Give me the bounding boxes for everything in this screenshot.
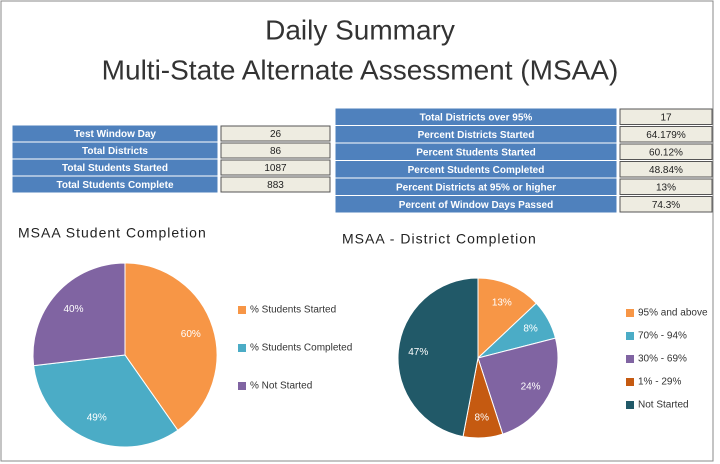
value-text: 1087 (264, 163, 287, 174)
pie-slice (477, 337, 559, 435)
subtitle: Multi-State Alternate Assessment (MSAA) (102, 54, 619, 85)
value-cell (220, 125, 331, 142)
label-text: Total Districts over 95% (420, 112, 533, 123)
legend-swatch (626, 309, 634, 317)
value-text: 13% (656, 182, 676, 193)
label-cell (11, 175, 219, 194)
slice-label: 49% (87, 413, 107, 424)
value-cell (619, 178, 713, 195)
legend-label: 30% - 69% (638, 354, 687, 365)
value-text: 17 (660, 112, 672, 123)
slice-label: 8% (523, 324, 538, 335)
pie-slice (33, 354, 179, 448)
value-text: 60.12% (649, 147, 683, 158)
slice-label: 13% (492, 298, 512, 309)
legend-swatch (626, 355, 634, 363)
value-text: 48.84% (649, 165, 683, 176)
label-text: Total Students Complete (56, 180, 173, 191)
value-cell (220, 159, 331, 176)
label-text: Percent Students Started (416, 147, 535, 158)
legend-label: % Not Started (250, 381, 312, 392)
slice-label: 40% (63, 304, 83, 315)
legend-swatch (626, 332, 634, 340)
label-text: Percent of Window Days Passed (399, 200, 553, 211)
value-cell (619, 161, 713, 178)
value-text: 26 (270, 129, 282, 140)
legend-swatch (238, 382, 246, 390)
label-text: Percent Districts Started (418, 130, 535, 141)
pie-slice (477, 277, 538, 360)
label-text: Total Districts (82, 146, 148, 157)
label-text: Total Students Started (62, 163, 168, 174)
value-cell (619, 143, 713, 160)
chart-title: MSAA - District Completion (342, 231, 537, 247)
legend-swatch (238, 306, 246, 314)
value-cell (619, 126, 713, 143)
legend-swatch (626, 378, 634, 386)
slice-label: 60% (181, 329, 201, 340)
legend-label: Not Started (638, 400, 689, 411)
pie-slice (32, 262, 126, 367)
value-cell (619, 196, 713, 213)
label-text: Percent Students Completed (408, 165, 545, 176)
value-cell (220, 176, 331, 193)
legend-swatch (238, 344, 246, 352)
legend-label: % Students Completed (250, 343, 352, 354)
legend-label: 95% and above (638, 308, 708, 319)
slice-label: 24% (521, 382, 541, 393)
pie-slice (124, 262, 218, 432)
value-cell (619, 108, 713, 125)
legend-label: % Students Started (250, 305, 336, 316)
pie-slice (397, 277, 479, 438)
value-text: 883 (267, 180, 284, 191)
title: Daily Summary (265, 14, 455, 45)
label-cell (334, 195, 618, 214)
value-text: 86 (270, 146, 282, 157)
value-text: 64.179% (646, 130, 686, 141)
legend-label: 1% - 29% (638, 377, 681, 388)
label-text: Percent Districts at 95% or higher (396, 182, 556, 193)
slice-label: 8% (475, 413, 490, 424)
legend-swatch (626, 401, 634, 409)
slice-label: 47% (408, 347, 428, 358)
label-text: Test Window Day (74, 129, 156, 140)
chart-title: MSAA Student Completion (18, 225, 207, 241)
legend-label: 70% - 94% (638, 331, 687, 342)
value-cell (220, 142, 331, 159)
value-text: 74.3% (652, 200, 680, 211)
